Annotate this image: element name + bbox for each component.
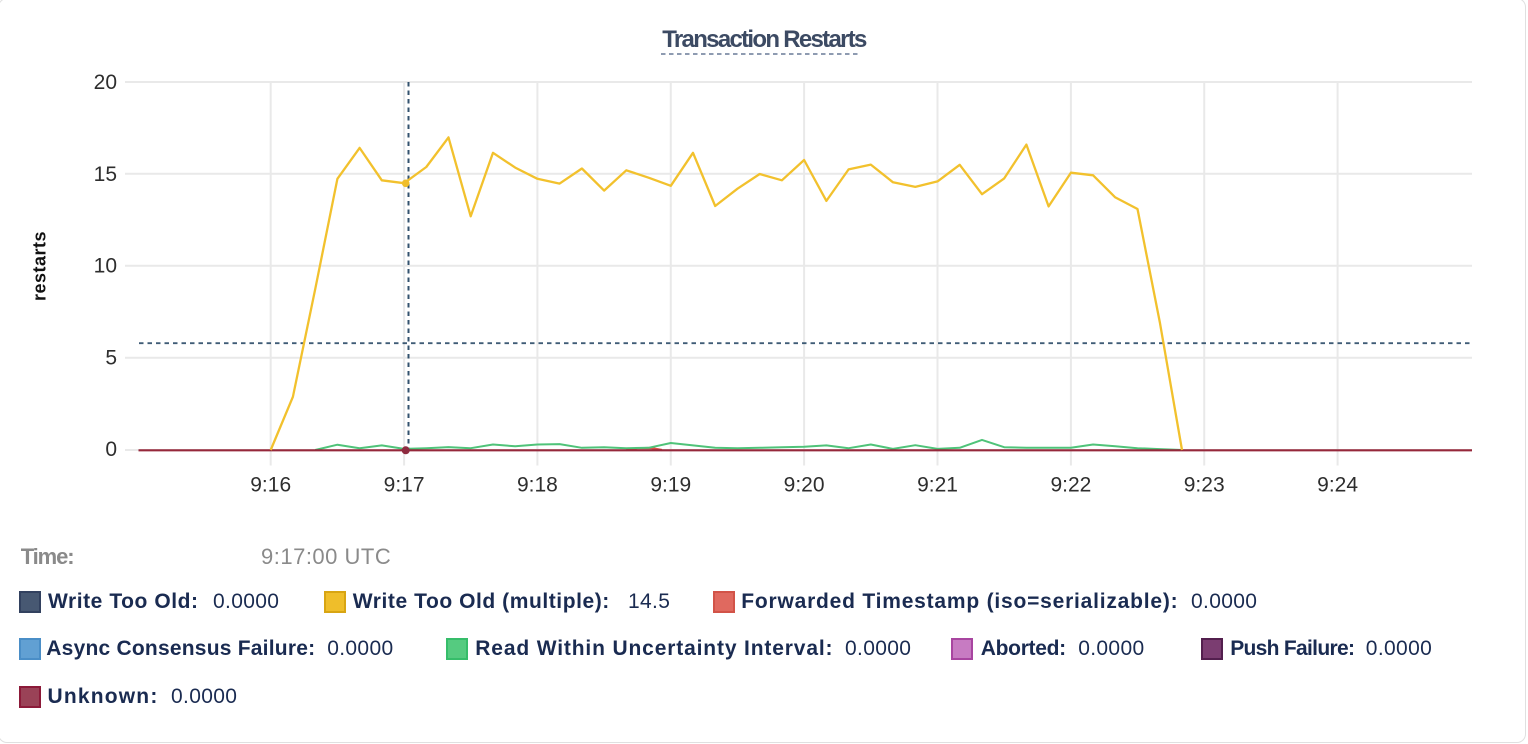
svg-text:9:18: 9:18	[517, 474, 558, 497]
svg-text:9:21: 9:21	[917, 474, 958, 497]
svg-text:5: 5	[105, 346, 117, 369]
svg-text:9:22: 9:22	[1050, 474, 1091, 497]
svg-text:9:20: 9:20	[784, 474, 825, 497]
svg-text:15: 15	[94, 163, 117, 186]
svg-text:9:24: 9:24	[1317, 474, 1358, 497]
svg-text:9:16: 9:16	[250, 474, 291, 497]
svg-text:restarts: restarts	[30, 231, 50, 301]
svg-text:9:17: 9:17	[384, 474, 425, 497]
svg-text:0: 0	[105, 438, 117, 461]
svg-text:9:19: 9:19	[650, 474, 691, 497]
svg-text:9:23: 9:23	[1184, 474, 1225, 497]
svg-text:20: 20	[94, 71, 117, 94]
svg-text:10: 10	[94, 255, 117, 278]
